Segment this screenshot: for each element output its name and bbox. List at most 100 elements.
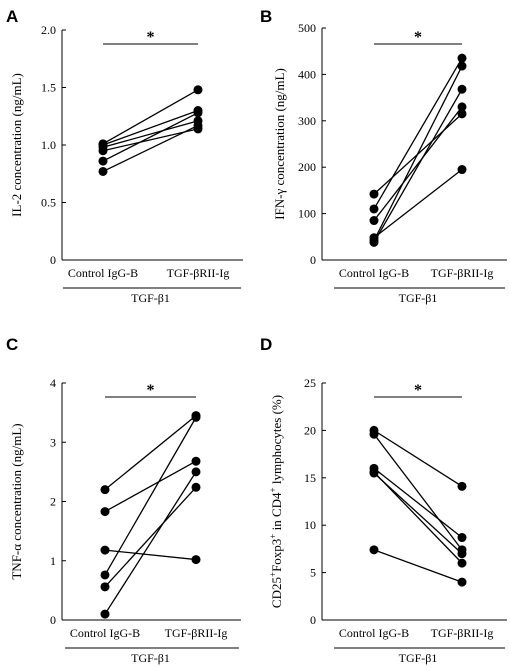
y-axis-title: TNF-α concentration (ng/mL) [9, 423, 24, 579]
y-tick-label: 15 [304, 471, 316, 485]
data-point-treatment [457, 558, 467, 568]
x-category-label: Control IgG-B [339, 266, 409, 280]
paired-line [104, 415, 197, 491]
y-tick-label: 1.5 [41, 81, 56, 95]
paired-line [373, 88, 463, 243]
significance-star: * [414, 29, 422, 46]
data-point-control [369, 189, 379, 199]
data-point-control [369, 468, 379, 478]
y-tick-label: 20 [304, 423, 316, 437]
x-category-label: Control IgG-B [339, 626, 409, 640]
y-axis-title-part: + [268, 487, 278, 492]
data-point-control [100, 485, 110, 495]
y-tick-label: 0 [310, 613, 316, 627]
data-point-treatment [457, 102, 467, 112]
y-axis-title-part: CD25 [269, 577, 284, 608]
data-point-treatment [191, 555, 201, 565]
y-tick-label: 25 [304, 376, 316, 390]
data-point-treatment [193, 124, 203, 134]
data-point-control [100, 570, 110, 580]
data-point-treatment [457, 84, 467, 94]
group-label: TGF-β1 [131, 651, 170, 665]
data-point-treatment [457, 53, 467, 63]
y-tick-label: 2 [50, 495, 56, 509]
x-category-label: Control IgG-B [70, 626, 140, 640]
data-point-control [100, 609, 110, 619]
y-tick-label: 4 [50, 376, 56, 390]
data-point-treatment [191, 467, 201, 477]
panel-b: B 0 100 200 300 400 500 IFN-γ concentration (ng… [260, 7, 507, 305]
group-label: TGF-β1 [399, 651, 438, 665]
panel-letter: A [6, 7, 18, 26]
panel-letter: B [260, 7, 272, 26]
y-tick-label: 10 [304, 518, 316, 532]
x-category-label: TGF-βRII-Ig [431, 266, 494, 280]
paired-line [373, 472, 463, 555]
data-point-treatment [457, 577, 467, 587]
y-axis-title-part: in CD4 [269, 492, 284, 534]
panel-letter: D [260, 335, 272, 354]
panel-d: D 0 5 10 15 20 25 CD25+Foxp3+ in CD4+ lymphocyt… [260, 335, 507, 665]
panel-letter: C [6, 335, 18, 354]
y-tick-label: 0 [50, 613, 56, 627]
data-point-control [100, 545, 110, 555]
y-tick-label: 100 [298, 207, 316, 221]
y-axis-title-part: lymphocytes (%) [269, 395, 284, 487]
y-axis-title: IFN-γ concentration (ng/mL) [272, 68, 287, 220]
paired-line [373, 433, 463, 551]
data-point-treatment [193, 116, 203, 126]
data-point-treatment [457, 109, 467, 119]
significance-star: * [147, 382, 155, 399]
data-point-treatment [457, 165, 467, 175]
y-tick-label: 1 [50, 554, 56, 568]
data-point-control [369, 216, 379, 226]
y-tick-label: 200 [298, 160, 316, 174]
data-point-control [98, 156, 108, 166]
paired-line [102, 128, 199, 152]
data-point-control [369, 204, 379, 214]
y-tick-label: 0 [310, 253, 316, 267]
paired-line [102, 120, 199, 148]
paired-line [373, 549, 463, 583]
group-label: TGF-β1 [131, 291, 170, 305]
y-axis-title: IL-2 concentration (ng/mL) [9, 73, 24, 217]
y-tick-label: 2.0 [41, 23, 56, 37]
data-point-control [369, 237, 379, 247]
paired-line [373, 429, 463, 487]
data-point-treatment [457, 549, 467, 559]
y-tick-label: 3 [50, 435, 56, 449]
paired-line [373, 169, 463, 239]
data-point-control [100, 582, 110, 592]
data-point-control [369, 545, 379, 555]
paired-line [104, 471, 197, 615]
paired-line [373, 65, 463, 241]
paired-line [104, 486, 197, 588]
paired-line [373, 467, 463, 539]
significance-star: * [414, 382, 422, 399]
paired-line [104, 460, 197, 513]
paired-line [104, 417, 197, 576]
x-category-label: TGF-βRII-Ig [167, 266, 230, 280]
data-point-control [98, 139, 108, 149]
y-tick-label: 400 [298, 67, 316, 81]
data-point-treatment [457, 61, 467, 71]
panel-a: A 0 0.5 1.0 1.5 2.0 IL-2 concentration (ng/mL)… [6, 7, 243, 305]
y-tick-label: 1.0 [41, 138, 56, 152]
data-point-treatment [457, 533, 467, 543]
y-tick-label: 300 [298, 114, 316, 128]
data-point-treatment [191, 412, 201, 422]
data-point-control [100, 507, 110, 517]
paired-line [104, 549, 197, 561]
data-point-treatment [191, 456, 201, 466]
panel-c: C 0 1 2 3 4 TNF-α concentration (ng/mL) Control… [6, 335, 241, 665]
y-tick-label: 5 [310, 566, 316, 580]
y-tick-label: 0.5 [41, 196, 56, 210]
x-category-label: TGF-βRII-Ig [431, 626, 494, 640]
x-category-label: Control IgG-B [68, 266, 138, 280]
data-point-treatment [193, 85, 203, 95]
y-axis-title-part: Foxp3 [269, 539, 284, 572]
significance-star: * [147, 29, 155, 46]
y-axis-title-part: + [268, 572, 278, 577]
y-axis-title: CD25+Foxp3+ in CD4+ lymphocytes (%) [268, 395, 284, 608]
